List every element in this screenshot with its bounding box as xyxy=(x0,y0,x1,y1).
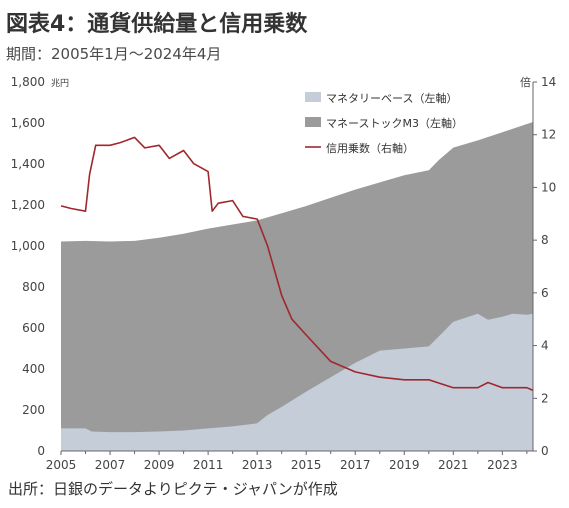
left-tick-label: 1,600 xyxy=(11,116,45,130)
legend-label: マネーストックM3（左軸） xyxy=(326,116,463,130)
left-tick-label: 1,200 xyxy=(11,198,45,212)
legend-swatch xyxy=(305,92,321,102)
legend-item: マネタリーベース（左軸） xyxy=(305,91,457,105)
left-axis-unit: 兆円 xyxy=(51,78,69,89)
left-tick-label: 0 xyxy=(37,444,45,458)
x-tick-label: 2017 xyxy=(340,458,371,472)
x-tick-label: 2015 xyxy=(291,458,322,472)
left-tick-label: 1,400 xyxy=(11,157,45,171)
x-tick-label: 2007 xyxy=(95,458,126,472)
x-tick-label: 2019 xyxy=(389,458,420,472)
right-tick-label: 14 xyxy=(541,75,556,89)
x-tick-label: 2011 xyxy=(193,458,224,472)
legend-label: 信用乗数（右軸） xyxy=(326,141,414,155)
legend-swatch xyxy=(305,117,321,127)
right-tick-label: 8 xyxy=(541,233,549,247)
right-tick-label: 10 xyxy=(541,180,556,194)
legend-item: 信用乗数（右軸） xyxy=(305,141,414,155)
left-tick-label: 400 xyxy=(22,362,45,376)
left-tick-label: 200 xyxy=(22,403,45,417)
chart-canvas: 0 200 400 600 800 1,000 1,200 1,400 1,600 1,800 兆円… xyxy=(11,75,557,472)
left-tick-label: 1,800 xyxy=(11,75,45,89)
left-tick-label: 600 xyxy=(22,321,45,335)
x-tick-label: 2005 xyxy=(46,458,77,472)
chart-title: 図表4：通貨供給量と信用乗数 xyxy=(6,12,308,37)
legend-label: マネタリーベース（左軸） xyxy=(326,91,457,105)
right-axis-unit: 倍 xyxy=(520,75,531,89)
right-tick-label: 6 xyxy=(541,286,549,300)
right-tick-label: 12 xyxy=(541,128,556,142)
x-tick-label: 2009 xyxy=(144,458,175,472)
x-tick-label: 2023 xyxy=(487,458,518,472)
right-tick-label: 2 xyxy=(541,391,549,405)
left-tick-label: 1,000 xyxy=(11,239,45,253)
right-tick-label: 4 xyxy=(541,339,549,353)
series-area-monetary-base xyxy=(61,313,533,451)
period-label: 期間：2005年1月～2024年4月 xyxy=(6,45,222,63)
x-tick-label: 2021 xyxy=(438,458,469,472)
left-tick-label: 800 xyxy=(22,280,45,294)
series-line-credit-multiplier xyxy=(60,136,534,392)
legend-item: マネーストックM3（左軸） xyxy=(305,116,463,130)
right-tick-label: 0 xyxy=(541,444,549,458)
source-note: 出所：日銀のデータよりピクテ・ジャパンが作成 xyxy=(8,480,338,498)
x-tick-label: 2013 xyxy=(242,458,273,472)
